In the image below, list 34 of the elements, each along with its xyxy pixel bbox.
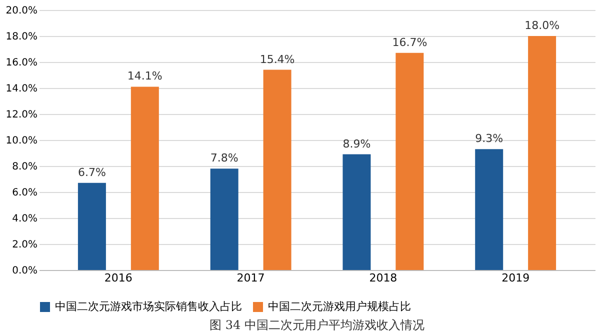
data-label: 7.8% xyxy=(210,152,238,165)
bar xyxy=(342,154,371,270)
bar xyxy=(130,86,159,270)
y-tick-label: 18.0% xyxy=(6,32,38,42)
y-tick-label: 10.0% xyxy=(6,136,38,146)
x-tick-label: 2016 xyxy=(104,272,132,284)
data-label: 18.0% xyxy=(524,19,560,32)
data-label: 14.1% xyxy=(127,70,162,83)
legend-label: 中国二次元游戏市场实际销售收入占比 xyxy=(55,300,242,313)
y-tick-label: 8.0% xyxy=(12,162,38,172)
x-tick-label: 2018 xyxy=(369,272,398,284)
data-label: 16.7% xyxy=(392,36,428,49)
bar xyxy=(396,52,424,270)
data-label: 6.7% xyxy=(78,166,106,179)
y-tick-label: 20.0% xyxy=(6,6,38,16)
data-label: 8.9% xyxy=(342,137,371,150)
y-tick-label: 2.0% xyxy=(12,240,38,250)
y-tick-label: 14.0% xyxy=(6,84,38,94)
y-tick-label: 6.0% xyxy=(12,188,38,198)
y-tick-label: 12.0% xyxy=(6,110,38,120)
y-tick-label: 4.0% xyxy=(12,214,38,224)
x-tick-label: 2019 xyxy=(502,272,530,284)
y-tick-label: 16.0% xyxy=(6,58,38,68)
x-tick-label: 2017 xyxy=(236,272,265,284)
bar xyxy=(528,36,556,270)
caption: 图 34 中国二次元用户平均游戏收入情况 xyxy=(210,318,424,332)
bar xyxy=(210,168,238,270)
data-label: 15.4% xyxy=(260,52,295,66)
bar xyxy=(263,70,292,270)
data-label: 9.3% xyxy=(475,132,504,146)
y-tick-label: 0.0% xyxy=(12,266,38,276)
legend-label: 中国二次元游戏用户规模占比 xyxy=(268,300,411,313)
bar xyxy=(78,182,106,270)
bar xyxy=(475,149,504,270)
